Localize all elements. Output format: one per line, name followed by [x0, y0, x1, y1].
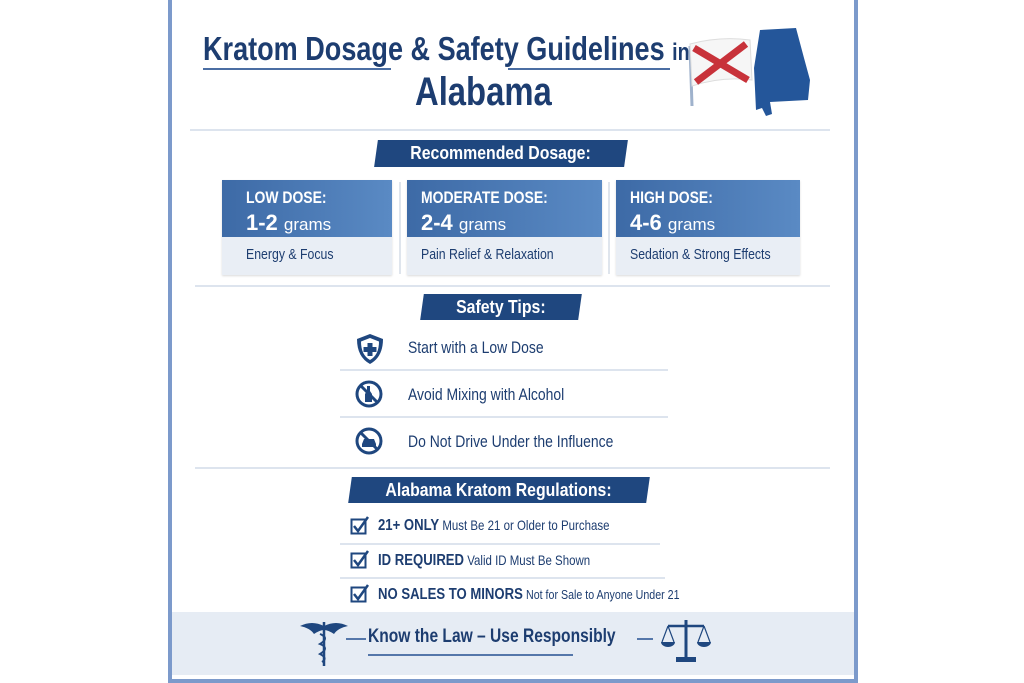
checkbox-checked-icon — [350, 516, 370, 535]
divider — [399, 182, 401, 274]
shield-cross-icon — [357, 334, 383, 364]
dash — [346, 638, 366, 640]
divider — [340, 577, 665, 579]
title-underline — [508, 68, 670, 70]
divider — [608, 182, 610, 274]
divider — [190, 129, 830, 131]
regulation-item: NO SALES TO MINORS Not for Sale to Anyon… — [378, 586, 680, 603]
title-line-1: Kratom Dosage & Safety Guidelines in — [203, 30, 690, 67]
dose-card-high: HIGH DOSE: 4-6 grams Sedation & Strong Ef… — [616, 180, 800, 275]
title-line-2: Alabama — [414, 70, 552, 114]
safety-tip: Do Not Drive Under the Influence — [408, 432, 614, 451]
dose-card-low: LOW DOSE: 1-2 grams Energy & Focus — [222, 180, 392, 275]
checkbox-checked-icon — [350, 550, 370, 569]
divider — [195, 285, 830, 287]
footer — [172, 612, 854, 675]
dose-card-moderate: MODERATE DOSE: 2-4 grams Pain Relief & Re… — [407, 180, 602, 275]
safety-tip: Start with a Low Dose — [408, 338, 544, 357]
safety-heading: Safety Tips: — [420, 294, 582, 320]
divider — [195, 467, 830, 469]
frame-border — [168, 0, 858, 683]
slogan-underline — [368, 654, 573, 656]
divider — [340, 416, 668, 418]
regulations-heading: Alabama Kratom Regulations: — [348, 477, 650, 503]
safety-tip: Avoid Mixing with Alcohol — [408, 385, 565, 404]
no-driving-icon — [355, 427, 383, 455]
title-underline — [203, 68, 391, 70]
no-alcohol-icon — [355, 380, 383, 408]
regulation-item: 21+ ONLY Must Be 21 or Older to Purchase — [378, 517, 610, 534]
regulation-item: ID REQUIRED Valid ID Must Be Shown — [378, 552, 591, 569]
footer-slogan: Know the Law – Use Responsibly — [368, 626, 616, 647]
checkbox-checked-icon — [350, 584, 370, 603]
alabama-flag-icon — [688, 38, 753, 107]
divider — [340, 543, 660, 545]
divider — [340, 369, 668, 371]
scales-icon — [661, 620, 711, 662]
caduceus-icon — [300, 622, 348, 666]
dosage-heading: Recommended Dosage: — [374, 140, 628, 167]
alabama-map-icon — [754, 28, 810, 116]
dash — [637, 638, 653, 640]
